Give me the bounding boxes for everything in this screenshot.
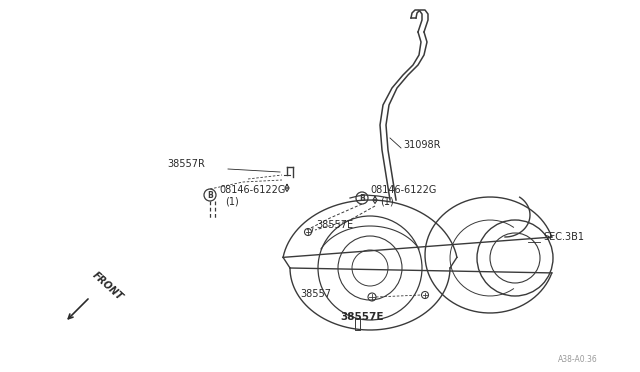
Text: (1): (1) <box>225 197 239 207</box>
Text: (1): (1) <box>380 197 394 207</box>
Text: SEC.3B1: SEC.3B1 <box>543 232 584 242</box>
Text: 38557E: 38557E <box>340 312 383 322</box>
Text: 08146-6122G: 08146-6122G <box>219 185 285 195</box>
Text: 31098R: 31098R <box>403 140 440 150</box>
Text: 38557: 38557 <box>300 289 331 299</box>
Text: B: B <box>207 191 213 200</box>
Text: FRONT: FRONT <box>90 270 124 302</box>
Text: B: B <box>359 194 365 203</box>
Text: 08146-6122G: 08146-6122G <box>370 185 436 195</box>
Text: A38-A0.36: A38-A0.36 <box>558 355 598 364</box>
Text: 38557R: 38557R <box>167 159 205 169</box>
Text: 38557E: 38557E <box>316 220 353 230</box>
